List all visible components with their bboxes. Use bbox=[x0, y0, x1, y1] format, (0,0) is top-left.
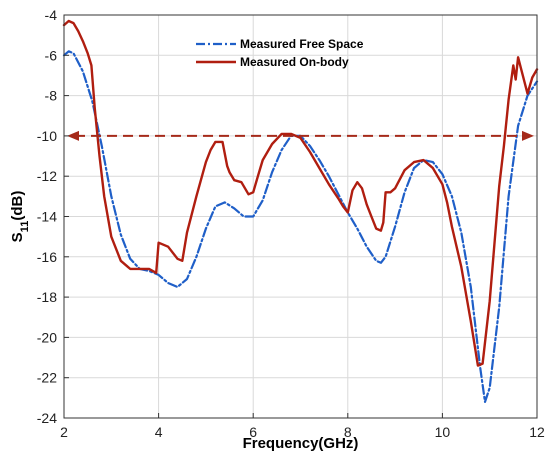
y-axis-label-sub: 11 bbox=[19, 221, 31, 233]
y-tick-label: -22 bbox=[37, 370, 57, 386]
y-tick-label: -8 bbox=[45, 88, 58, 104]
tick-labels: 2 4 6 8 10 12 -4 -6 -8 -10 -12 -14 -16 -18 -20 -22 -24 bbox=[37, 7, 545, 440]
y-tick-label: -12 bbox=[37, 168, 57, 184]
y-tick-label: -10 bbox=[37, 128, 57, 144]
y-axis-label: S11(dB) bbox=[9, 191, 31, 243]
y-tick-label: -24 bbox=[37, 410, 57, 426]
x-tick-label: 2 bbox=[60, 424, 68, 440]
series-line-on-body bbox=[62, 19, 539, 367]
series-line-free-space bbox=[62, 50, 539, 403]
y-tick-label: -14 bbox=[37, 209, 57, 225]
reference-arrow-right bbox=[522, 130, 534, 141]
reference-line-minus-10db bbox=[67, 130, 534, 141]
legend: Measured Free Space Measured On-body bbox=[196, 37, 364, 69]
legend-label-on-body: Measured On-body bbox=[240, 55, 349, 69]
y-tick-label: -18 bbox=[37, 289, 57, 305]
reference-arrow-left bbox=[67, 130, 79, 141]
x-tick-label: 4 bbox=[155, 424, 163, 440]
x-tick-label: 12 bbox=[529, 424, 545, 440]
legend-label-free-space: Measured Free Space bbox=[240, 37, 364, 51]
series-layer bbox=[62, 19, 539, 403]
x-tick-label: 6 bbox=[249, 424, 257, 440]
x-tick-label: 10 bbox=[435, 424, 451, 440]
x-tick-label: 8 bbox=[344, 424, 352, 440]
y-axis-label-unit: (dB) bbox=[9, 191, 26, 221]
y-tick-label: -20 bbox=[37, 329, 57, 345]
y-tick-label: -4 bbox=[45, 7, 58, 23]
grid-lines bbox=[63, 14, 538, 419]
x-axis-label: Frequency(GHz) bbox=[243, 435, 359, 452]
y-axis-label-main: S bbox=[9, 232, 26, 242]
y-tick-label: -16 bbox=[37, 249, 57, 265]
y-tick-label: -6 bbox=[45, 47, 58, 63]
